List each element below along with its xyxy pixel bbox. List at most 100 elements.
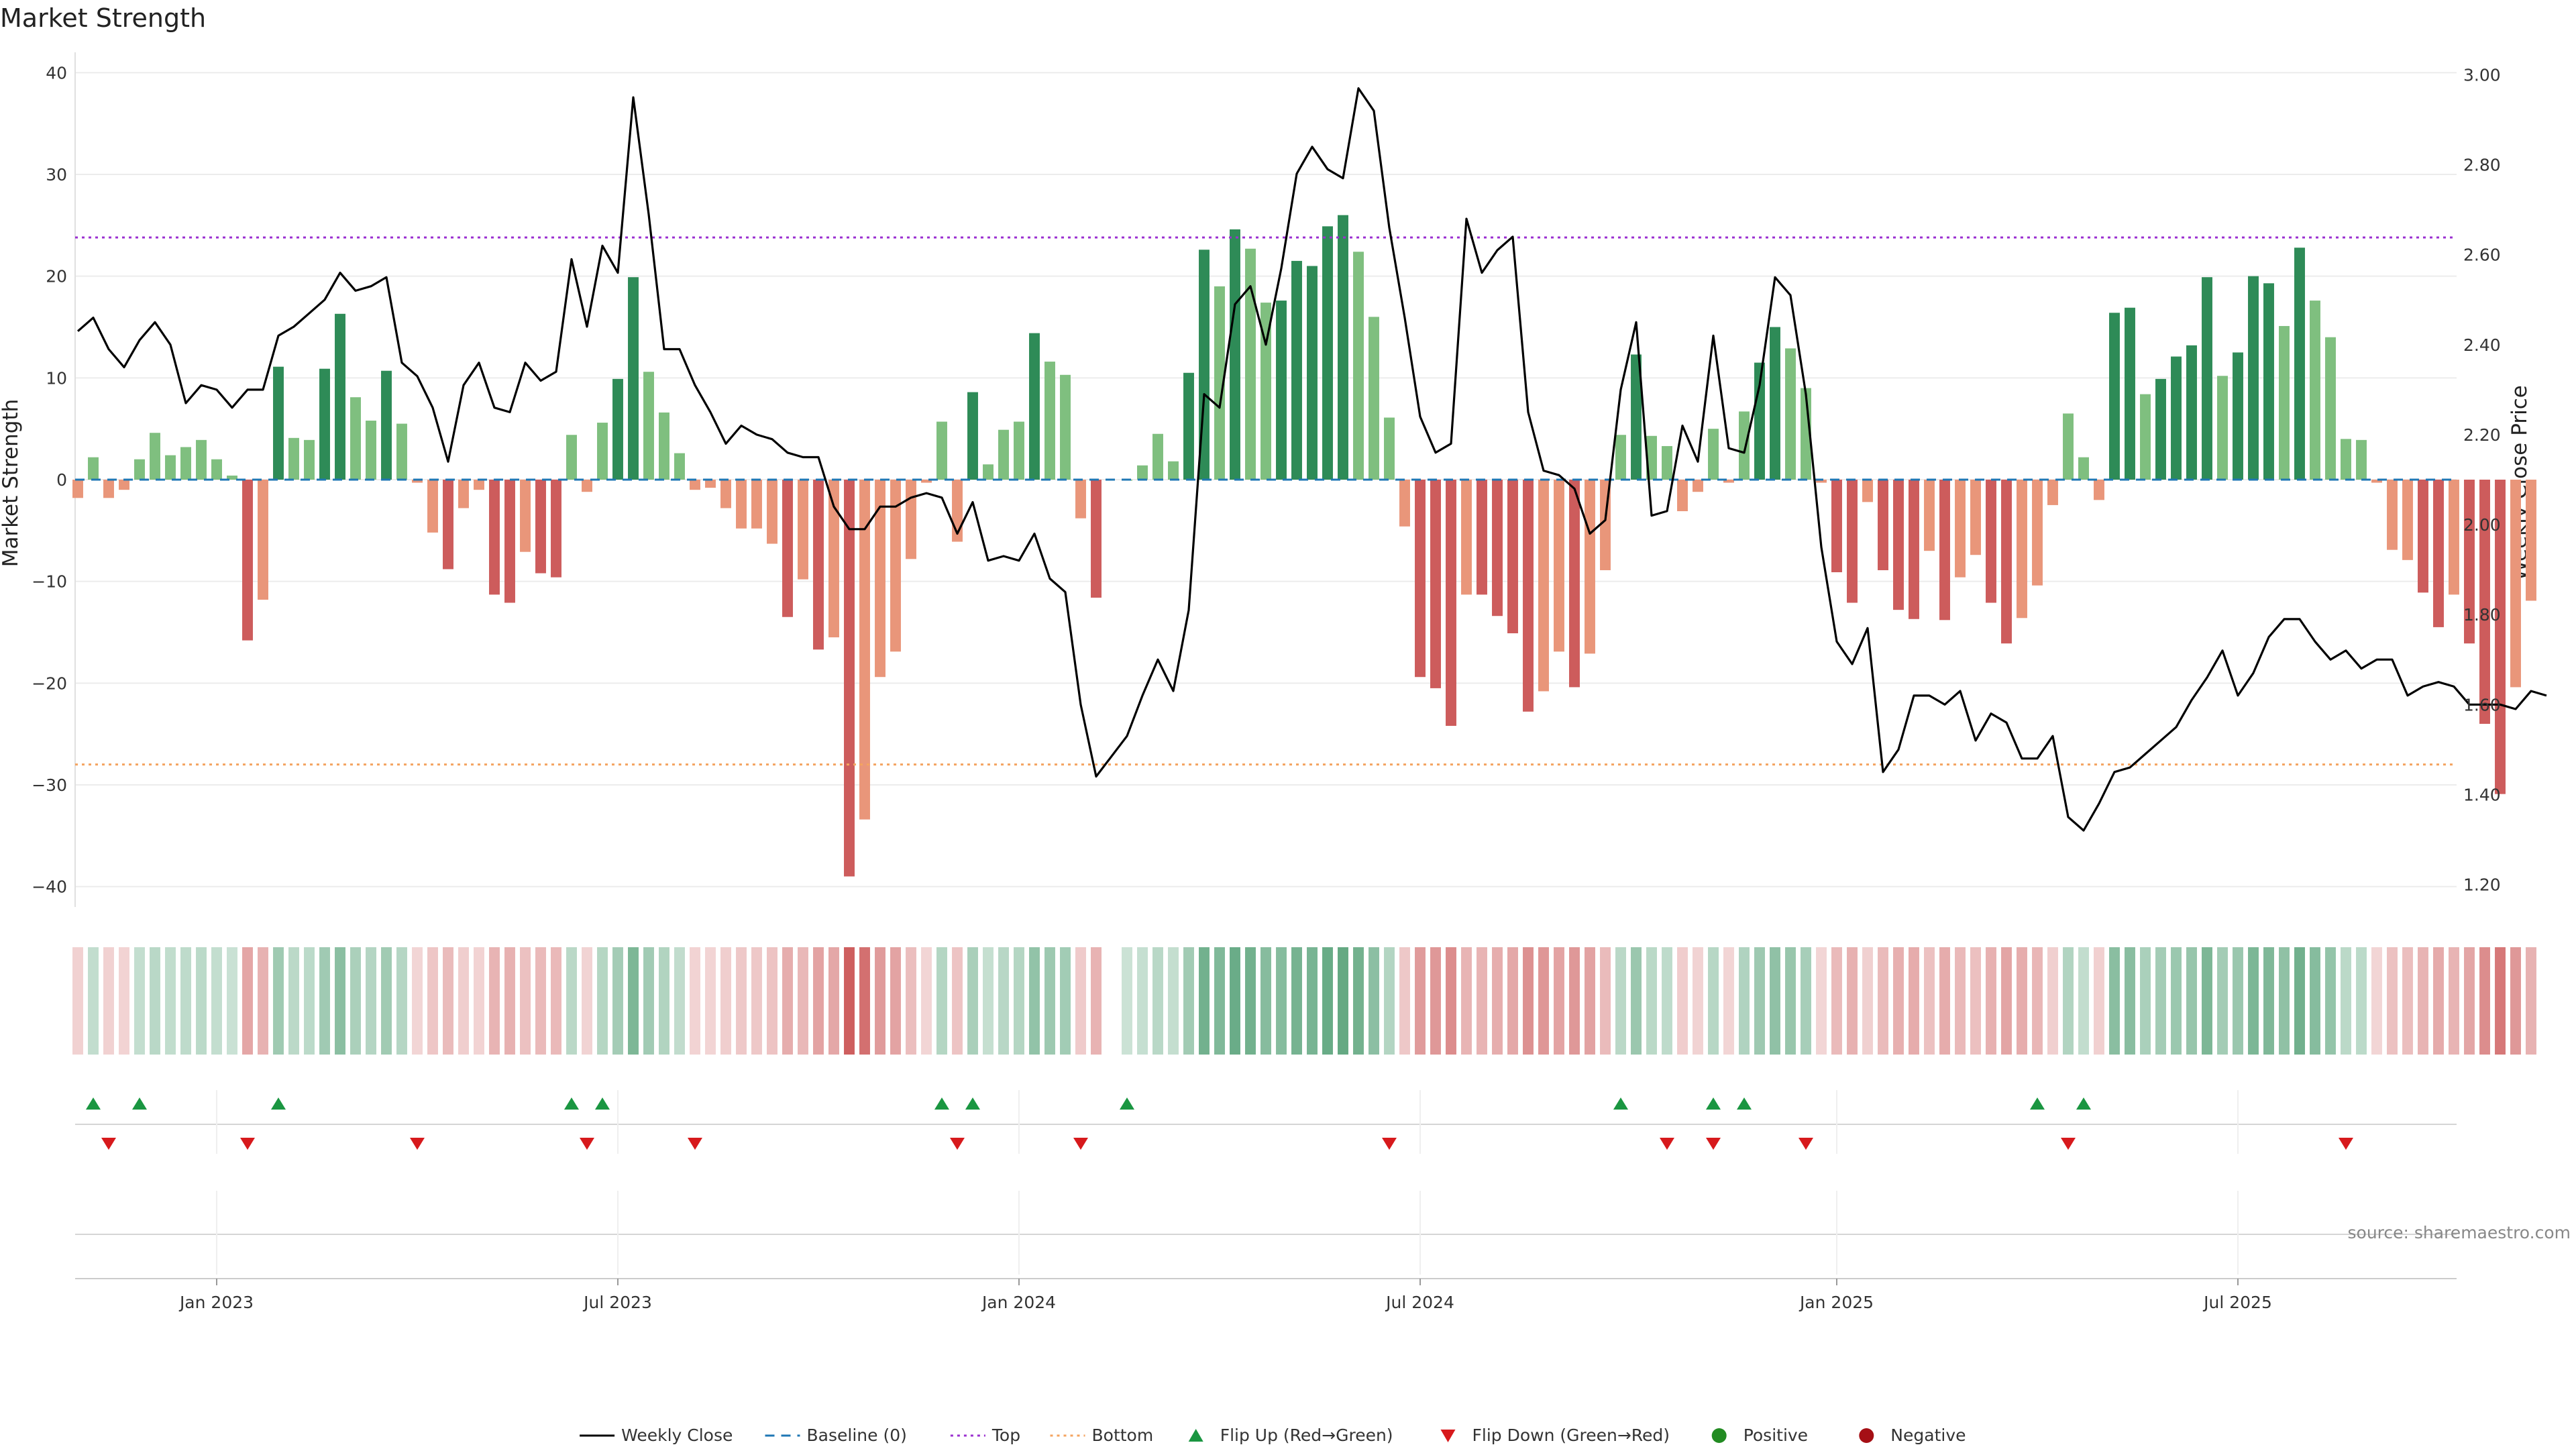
heatmap-cell bbox=[2233, 947, 2243, 1055]
heatmap-cell bbox=[2125, 947, 2135, 1055]
flip-down-marker bbox=[580, 1138, 594, 1150]
strength-bar bbox=[1260, 303, 1271, 480]
strength-bar bbox=[119, 480, 129, 490]
flip-down-marker bbox=[950, 1138, 965, 1150]
strength-bar bbox=[659, 412, 669, 480]
heatmap-cell bbox=[1739, 947, 1750, 1055]
heatmap-cell bbox=[1492, 947, 1503, 1055]
heatmap-cell bbox=[859, 947, 870, 1055]
strength-bar bbox=[72, 480, 83, 498]
heatmap-cell bbox=[474, 947, 484, 1055]
legend-label: Baseline (0) bbox=[807, 1426, 907, 1445]
heatmap-cell bbox=[1831, 947, 1842, 1055]
strength-bar bbox=[782, 480, 793, 617]
x-tick-label: Jan 2024 bbox=[981, 1293, 1056, 1312]
flip-up-marker bbox=[2076, 1097, 2091, 1110]
heatmap-cell bbox=[1245, 947, 1256, 1055]
strength-bar bbox=[2356, 439, 2367, 480]
heatmap-cell bbox=[1291, 947, 1302, 1055]
heatmap-cell bbox=[1862, 947, 1873, 1055]
strength-bar bbox=[2325, 337, 2336, 480]
heatmap-cell bbox=[1152, 947, 1163, 1055]
heatmap-cell bbox=[983, 947, 994, 1055]
strength-bar bbox=[1909, 480, 1919, 619]
legend-item: Flip Down (Green→Red) bbox=[1440, 1426, 1670, 1445]
strength-bar bbox=[396, 423, 407, 480]
strength-bar bbox=[474, 480, 484, 490]
heatmap-cell bbox=[875, 947, 885, 1055]
heatmap-cell bbox=[2032, 947, 2043, 1055]
strength-bar bbox=[1955, 480, 1966, 578]
source-note: source: sharemaestro.com bbox=[2348, 1223, 2571, 1242]
flip-up-marker bbox=[2030, 1097, 2045, 1110]
heatmap-cell bbox=[2294, 947, 2305, 1055]
heatmap-cell bbox=[504, 947, 515, 1055]
strength-bar bbox=[1862, 480, 1873, 502]
strength-bar bbox=[1723, 480, 1734, 483]
heatmap-cell bbox=[1507, 947, 1518, 1055]
strength-bar bbox=[875, 480, 885, 678]
strength-bar bbox=[165, 455, 176, 480]
strength-bar bbox=[258, 480, 268, 600]
strength-bar bbox=[674, 453, 685, 480]
strength-bar bbox=[489, 480, 500, 595]
date-axis: Jan 2023 Jul 2023 Jan 2024 Jul 2024 Jan 2025… bbox=[75, 1278, 2457, 1312]
strength-bar bbox=[2248, 276, 2259, 480]
weekly-close-line bbox=[76, 87, 2547, 832]
strength-bar bbox=[304, 439, 315, 480]
y2-tick-label: 2.00 bbox=[2463, 515, 2501, 535]
legend-swatch-dot bbox=[1859, 1428, 1874, 1443]
strength-bar bbox=[2449, 480, 2459, 595]
strength-bar bbox=[2078, 457, 2089, 480]
heatmap-cell bbox=[2433, 947, 2444, 1055]
legend-label: Bottom bbox=[1092, 1426, 1154, 1445]
heatmap-cell bbox=[1446, 947, 1456, 1055]
strength-bar bbox=[1477, 480, 1487, 595]
strength-bar bbox=[381, 370, 392, 480]
heatmap-cell bbox=[674, 947, 685, 1055]
strength-bar bbox=[227, 475, 237, 480]
strength-bar bbox=[1091, 480, 1102, 598]
strength-bar bbox=[1353, 252, 1364, 480]
heatmap-cell bbox=[227, 947, 237, 1055]
heatmap-cell bbox=[1399, 947, 1410, 1055]
strength-bar bbox=[1044, 362, 1055, 480]
heatmap-cell bbox=[211, 947, 222, 1055]
heatmap-cell bbox=[258, 947, 268, 1055]
strength-bar bbox=[1137, 465, 1148, 480]
heatmap-cell bbox=[72, 947, 83, 1055]
heatmap-cell bbox=[88, 947, 99, 1055]
strength-bar bbox=[2217, 376, 2228, 480]
heatmap-cell bbox=[1754, 947, 1765, 1055]
heatmap-cell bbox=[1122, 947, 1132, 1055]
heatmap-cell bbox=[520, 947, 531, 1055]
heatmap-cell bbox=[1523, 947, 1534, 1055]
strength-bar bbox=[2155, 378, 2166, 480]
legend-label: Negative bbox=[1890, 1426, 1966, 1445]
heatmap-cell bbox=[150, 947, 160, 1055]
heatmap-cell bbox=[690, 947, 700, 1055]
heatmap-cell bbox=[628, 947, 639, 1055]
heatmap-cell bbox=[767, 947, 777, 1055]
strength-bar bbox=[1816, 480, 1827, 483]
strength-bar bbox=[2125, 307, 2135, 480]
flip-down-marker bbox=[240, 1138, 255, 1150]
heatmap-cell bbox=[1955, 947, 1966, 1055]
legend-item: Flip Up (Red→Green) bbox=[1188, 1426, 1393, 1445]
legend-label: Flip Up (Red→Green) bbox=[1220, 1426, 1393, 1445]
heatmap-cell bbox=[1538, 947, 1549, 1055]
heatmap-cell bbox=[1214, 947, 1225, 1055]
heatmap-cell bbox=[1415, 947, 1426, 1055]
heatmap-cell bbox=[1893, 947, 1904, 1055]
strength-bar bbox=[859, 480, 870, 820]
heatmap-cell bbox=[1276, 947, 1287, 1055]
y-axis-title: Market Strength bbox=[0, 399, 23, 568]
heatmap-cell bbox=[566, 947, 577, 1055]
heatmap-cell bbox=[1585, 947, 1595, 1055]
x-tick-label: Jul 2023 bbox=[582, 1293, 652, 1312]
strength-bar bbox=[1785, 348, 1796, 480]
strength-bar bbox=[2479, 480, 2490, 724]
strength-bar bbox=[813, 480, 824, 650]
flip-up-marker bbox=[1706, 1097, 1721, 1110]
heatmap-cell bbox=[103, 947, 114, 1055]
